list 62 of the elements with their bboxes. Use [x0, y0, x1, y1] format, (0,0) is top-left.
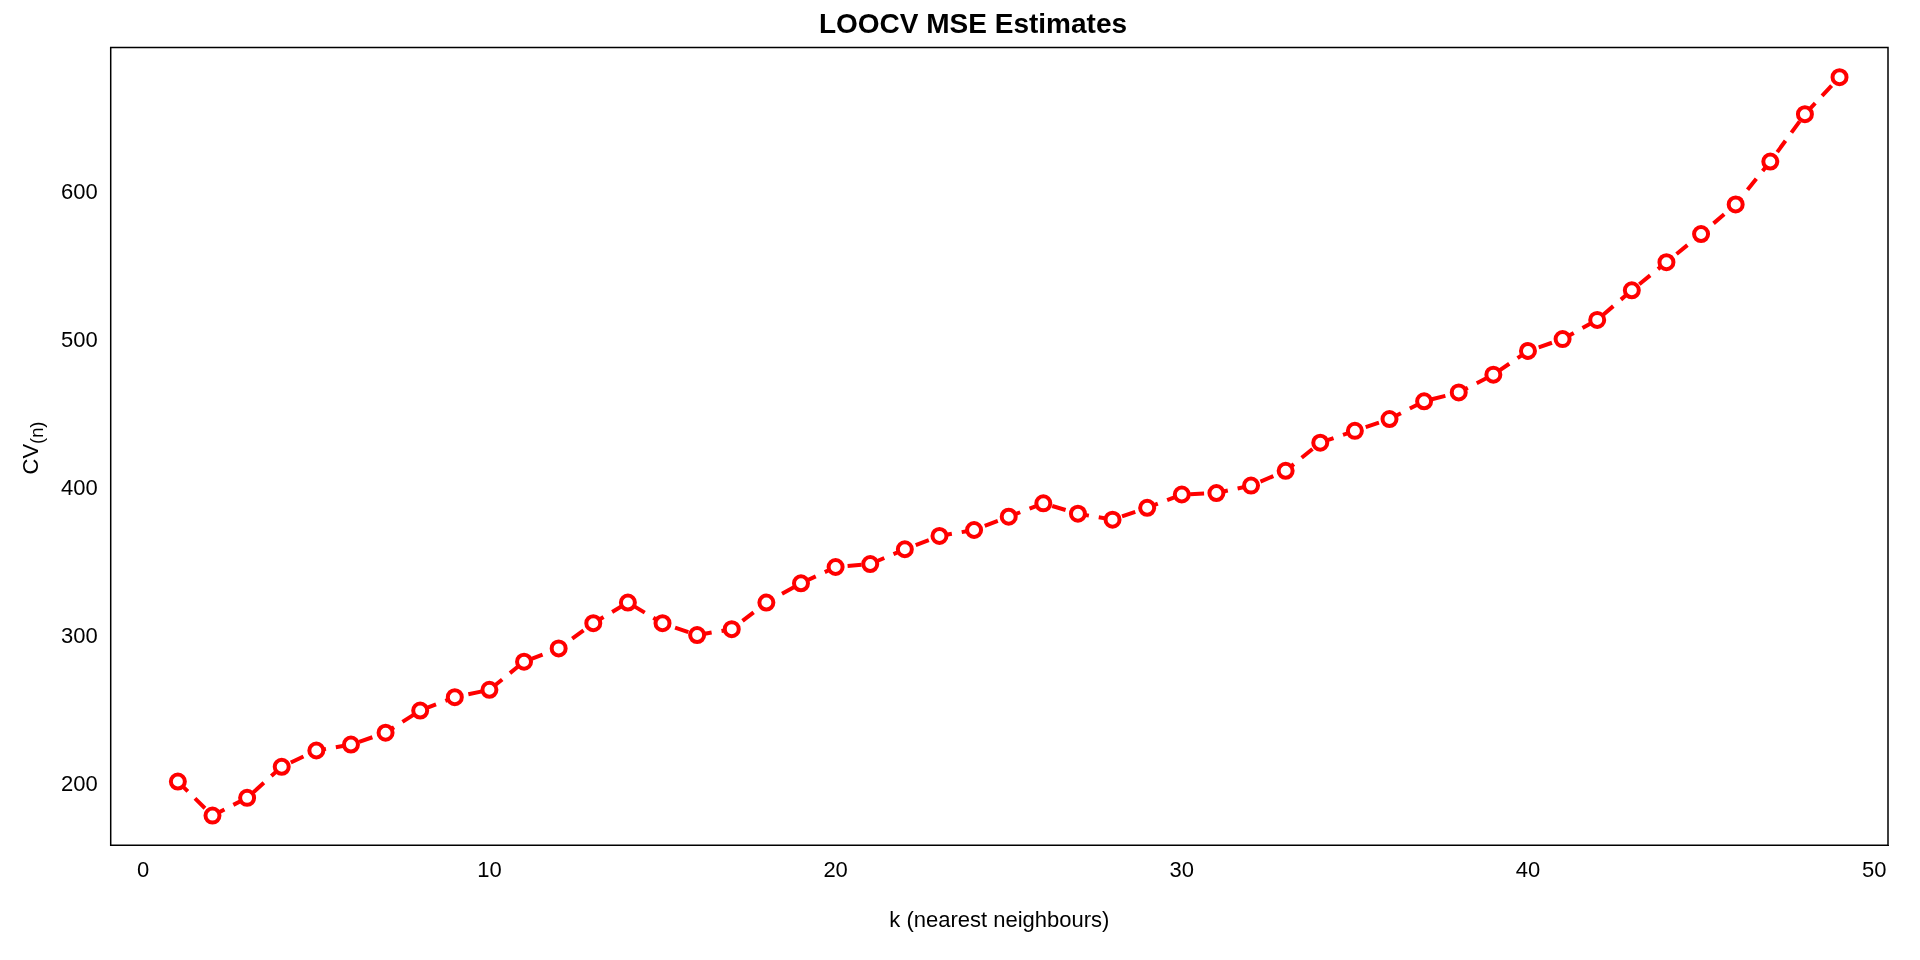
x-tick-label: 20	[823, 857, 848, 883]
point	[653, 614, 672, 633]
point	[826, 558, 845, 576]
point	[1726, 195, 1745, 214]
point	[1761, 152, 1780, 171]
point	[1518, 341, 1537, 360]
x-tick-label: 30	[1169, 857, 1195, 883]
point	[1657, 253, 1676, 272]
y-tick-label: 200	[60, 770, 98, 796]
point	[757, 593, 776, 612]
point	[1380, 410, 1399, 429]
point	[1311, 433, 1330, 452]
point	[1034, 494, 1053, 513]
point	[1103, 510, 1122, 529]
point	[1588, 310, 1607, 329]
chart-title: LOOCV MSE Estimates	[818, 7, 1128, 39]
x-tick-label: 40	[1515, 857, 1541, 883]
point	[376, 723, 395, 742]
x-tick-label: 50	[1861, 857, 1887, 883]
point	[203, 806, 222, 825]
point	[480, 680, 499, 699]
point	[861, 555, 880, 574]
point	[999, 507, 1018, 526]
point	[238, 788, 257, 807]
point	[1276, 461, 1295, 480]
y-tick-label: 600	[60, 178, 98, 204]
point	[1622, 281, 1641, 300]
point	[549, 639, 568, 658]
point	[341, 735, 360, 754]
point	[272, 757, 291, 776]
point	[307, 741, 326, 760]
point	[791, 574, 810, 593]
point	[1242, 476, 1261, 495]
point	[618, 593, 637, 612]
x-axis-title: k (nearest neighbours)	[889, 906, 1110, 932]
point	[1830, 68, 1849, 87]
point	[1207, 484, 1226, 503]
point	[1484, 365, 1503, 384]
point	[895, 540, 914, 559]
point	[1138, 498, 1157, 517]
x-tick-label: 10	[477, 857, 502, 883]
y-tick-label: 300	[60, 622, 98, 648]
point	[930, 526, 949, 545]
point	[1345, 421, 1364, 440]
point	[688, 626, 707, 645]
point	[722, 620, 741, 639]
point	[445, 688, 464, 707]
point	[1553, 330, 1572, 349]
point	[1795, 105, 1814, 124]
point	[1415, 392, 1434, 411]
y-tick-label: 500	[60, 326, 98, 352]
point	[1068, 504, 1087, 523]
point	[515, 652, 534, 671]
point	[1172, 485, 1191, 504]
point	[411, 701, 430, 720]
point	[1692, 225, 1711, 244]
point	[168, 772, 187, 791]
x-tick-label: 0	[137, 857, 150, 883]
point	[965, 521, 984, 540]
point	[1449, 383, 1468, 402]
point	[584, 614, 603, 633]
y-tick-label: 400	[60, 474, 98, 500]
